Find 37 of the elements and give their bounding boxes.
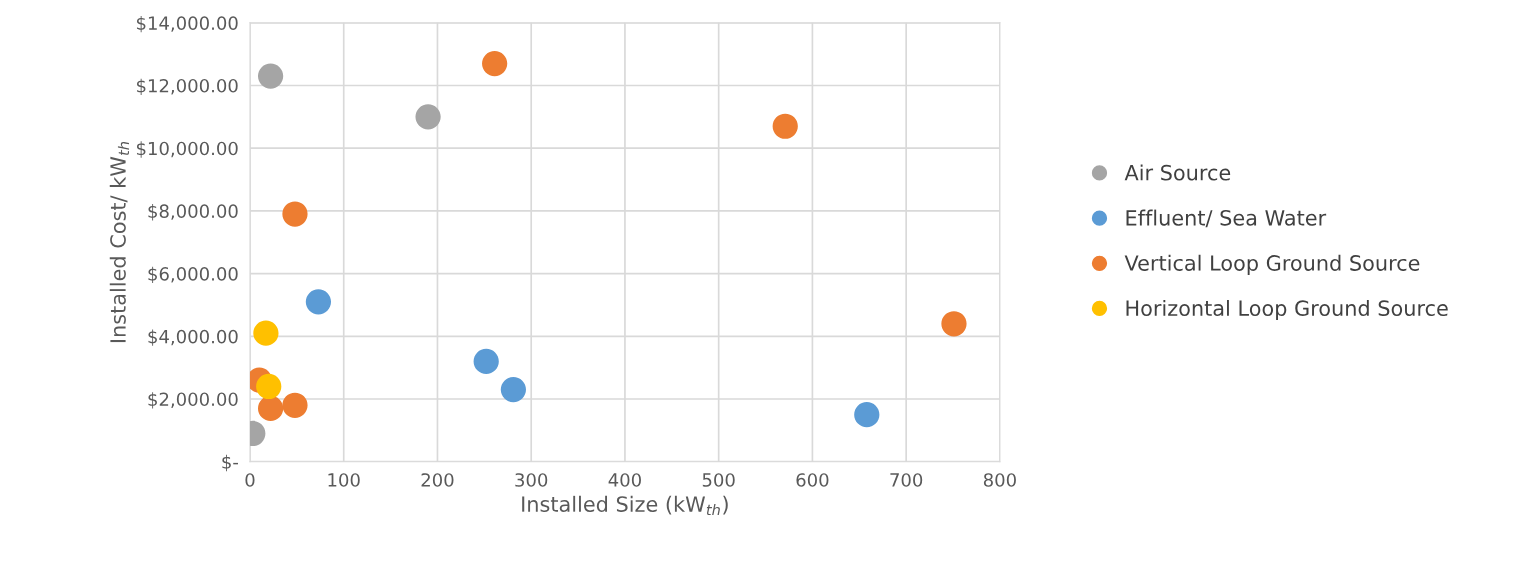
legend-label: Vertical Loop Ground Source: [1124, 254, 1420, 275]
y-tick-label: $8,000.00: [148, 204, 238, 221]
point: [500, 376, 526, 403]
x-tick-label: 800: [983, 473, 1016, 487]
y-tick-label: $10,000.00: [136, 141, 238, 158]
x-tick-label: 700: [890, 473, 923, 487]
point: [305, 289, 332, 315]
point: [256, 373, 282, 400]
point: [257, 63, 284, 89]
point: [415, 104, 441, 130]
legend-label: Air Source: [1124, 164, 1231, 181]
y-tick-label: $14,000.00: [136, 15, 238, 33]
x-tick-label: 200: [421, 473, 454, 487]
point: [282, 392, 308, 418]
x-axis-title: Installed Size (kW$_{th}$): [522, 495, 728, 516]
x-tick-label: 0: [245, 473, 255, 487]
point: [772, 113, 798, 139]
point: [473, 348, 499, 374]
x-tick-label: 500: [702, 473, 735, 487]
point: [282, 201, 308, 227]
point: [941, 311, 967, 337]
x-tick-label: 300: [515, 473, 548, 487]
y-tick-label: $12,000.00: [136, 78, 238, 96]
y-axis-title: Installed Cost/ kW$_{th}$: [109, 141, 130, 343]
point: [253, 320, 279, 346]
x-tick-label: 100: [328, 473, 360, 487]
y-tick-label: $-: [222, 454, 238, 472]
point: [482, 50, 508, 77]
y-tick-label: $2,000.00: [148, 392, 238, 409]
legend-label: Effluent/ Sea Water: [1126, 209, 1327, 228]
x-tick-label: 400: [608, 473, 641, 487]
point: [854, 402, 880, 428]
legend-label: Horizontal Loop Ground Source: [1126, 299, 1448, 321]
point: [257, 395, 284, 422]
y-tick-label: $4,000.00: [148, 329, 238, 346]
x-tick-label: 600: [796, 473, 829, 487]
y-tick-label: $6,000.00: [148, 266, 238, 284]
